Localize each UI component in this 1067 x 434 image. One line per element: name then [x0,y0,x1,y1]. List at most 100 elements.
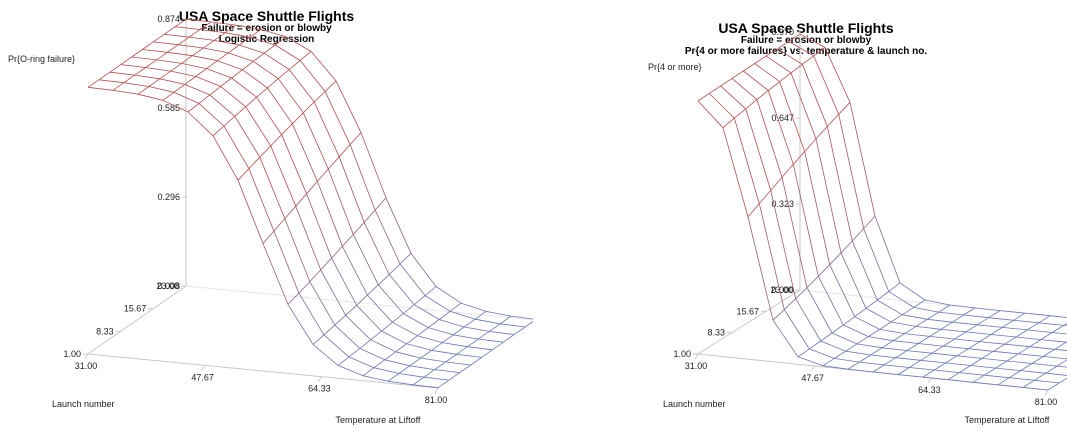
surface-grid-segment [897,367,910,375]
surface-grid-segment [342,234,354,247]
surface-grid-segment [348,356,375,369]
surface-grid-segment [298,281,311,294]
surface-grid-segment [804,151,831,265]
surface-grid-segment [956,355,983,359]
z-axis-label: Pr{O-ring failure} [8,54,75,64]
surface-grid-segment [145,67,171,72]
surface-grid-segment [395,343,407,353]
surface-grid-segment [467,338,479,348]
surface-grid-segment [363,209,376,223]
surface-grid-segment [167,44,179,53]
surface-grid-segment [984,367,996,376]
surface-grid-segment [120,56,132,65]
surface-grid-segment [253,52,265,62]
surface-grid-segment [970,358,983,366]
surface-grid-segment [918,343,944,347]
surface-grid-segment [134,67,146,76]
surface-grid-segment [956,348,969,357]
surface-grid-segment [217,52,229,62]
surface-grid-segment [970,365,996,369]
surface-grid-segment [253,61,279,79]
surface-grid-segment [1045,372,1067,376]
surface-grid-segment [112,89,139,95]
surface-grid-segment [278,69,290,79]
x-tick-mark [317,376,322,382]
surface-grid-segment [187,103,200,113]
surface-grid-segment [388,274,415,305]
surface-grid-segment [270,145,297,207]
surface-grid-segment [1022,387,1049,391]
surface-grid-segment [981,358,1008,362]
surface-grid-segment [384,359,410,367]
surface-grid-segment [1002,327,1028,331]
surface-grid-segment [510,315,533,320]
surface-grid-segment [159,70,171,80]
surface-grid-segment [260,29,287,38]
surface-grid-segment [249,29,262,38]
surface-grid-segment [456,346,468,355]
surface-grid-segment [1038,315,1051,324]
surface-grid-segment [999,310,1026,314]
surface-grid-segment [134,74,160,80]
y-tick-label: 1.00 [63,349,81,359]
surface-grid-segment [420,349,432,359]
surface-grid-segment [1015,329,1028,338]
surface-grid-segment [327,168,354,235]
surface-grid-segment [381,321,393,332]
surface-grid-segment [174,18,187,28]
surface-grid-segment [470,357,482,366]
surface-grid-segment [888,291,914,308]
surface-grid-segment [320,269,347,316]
x-tick-label: 64.33 [308,384,331,394]
surface-grid-segment [1024,312,1051,317]
surface-grid-segment [445,353,457,363]
surface-grid-segment [758,203,785,310]
surface-grid-segment [109,71,135,76]
surface-grid-segment [888,282,901,292]
surface-grid-segment [524,321,533,328]
surface-grid-segment [442,342,468,348]
surface-grid-segment [865,299,878,309]
x-axis-line [87,353,439,389]
x-tick-mark [694,353,699,360]
surface-grid-segment [399,253,412,265]
surface-grid-segment [993,343,1005,352]
surface-grid-segment [273,230,300,294]
chart-subtitle-2: Logistic Regression [218,34,315,45]
surface-grid-segment [1009,377,1035,381]
surface-grid-segment [334,315,346,326]
y-tick-label: 23.00 [770,285,793,295]
surface-grid-segment [288,69,315,103]
surface-grid-segment [148,86,174,93]
surface-grid-segment [460,302,487,312]
surface-grid-segment [248,156,261,169]
surface-grid-segment [178,44,204,49]
surface-grid-segment [328,156,340,170]
surface-grid-segment [489,331,515,335]
surface-grid-segment [781,177,808,288]
surface-grid-segment [239,44,265,54]
chart-title: USA Space Shuttle Flights [718,20,894,36]
surface-grid-segment [474,311,487,320]
surface-grid-segment [1049,315,1067,318]
x-tick-label: 64.33 [918,385,941,395]
surface-grid-segment [210,21,237,26]
surface-grid-segment [439,319,465,328]
surface-grid-segment [792,164,819,277]
surface-grid-segment [722,127,749,218]
surface-grid-segment [142,41,154,50]
surface-grid-segment [772,309,785,321]
surface-grid-segment [847,361,860,370]
surface-grid-segment [1040,332,1053,340]
surface-grid-segment [417,335,443,343]
surface-grid-segment [395,351,421,359]
surface-grid-segment [767,90,794,165]
surface-grid-segment [187,111,214,137]
surface-grid-segment [1056,359,1067,367]
surface-plot-right: 0.000 0.323 0.647 0.970 31.00 47.67 64.33 81.00… [648,27,1067,425]
surface-grid-segment [359,339,371,349]
surface-grid-segment [734,108,746,119]
surface-grid-segment [995,367,1021,371]
surface-grid-segment [353,222,365,235]
surface-grid-segment [424,286,437,296]
